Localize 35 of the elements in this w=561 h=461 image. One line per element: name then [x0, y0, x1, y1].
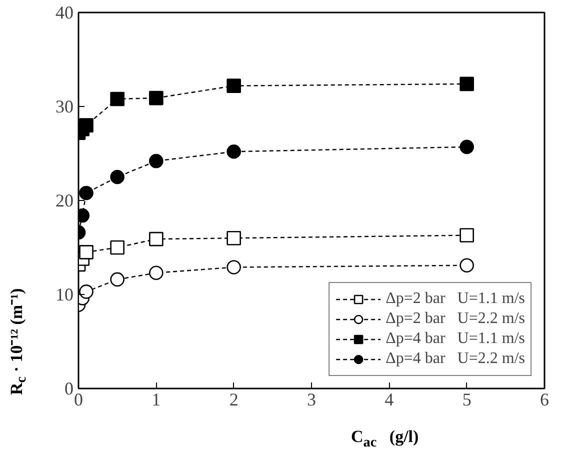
x-tick-label: 2 [229, 390, 238, 410]
legend-label: Δp=2 bar U=2.2 m/s [386, 310, 525, 328]
point [149, 266, 164, 280]
point [110, 272, 124, 287]
x-tick-label: 1 [152, 390, 161, 410]
point [226, 78, 241, 93]
point [226, 230, 241, 246]
x-tick-label: 5 [462, 390, 472, 410]
point [460, 76, 474, 92]
x-tick-label: 6 [540, 390, 549, 410]
point [460, 140, 474, 154]
point [226, 144, 241, 159]
x-tick-label: 4 [384, 390, 394, 410]
point [149, 90, 164, 106]
point [226, 260, 241, 274]
point [149, 232, 164, 246]
x-axis-title: C$_{ac}$ (g/l) [351, 426, 419, 452]
legend-label: Δp=4 bar U=1.1 m/s [386, 330, 525, 348]
point [79, 186, 94, 200]
point [110, 170, 124, 184]
y-tick-label: 30 [56, 96, 74, 116]
y-tick-label: 10 [56, 284, 74, 304]
point [460, 228, 474, 242]
point [110, 92, 124, 106]
y-tick-label: 20 [56, 190, 74, 210]
point [79, 284, 94, 299]
point [79, 118, 94, 132]
point [79, 245, 94, 260]
point [149, 154, 164, 168]
legend-label: Δp=4 bar U=2.2 m/s [386, 350, 525, 368]
point [460, 258, 474, 272]
y-tick-label: 40 [56, 2, 74, 22]
x-tick-label: 3 [307, 390, 316, 410]
legend-label: Δp=2 bar U=1.1 m/s [386, 290, 525, 308]
point [110, 240, 124, 255]
